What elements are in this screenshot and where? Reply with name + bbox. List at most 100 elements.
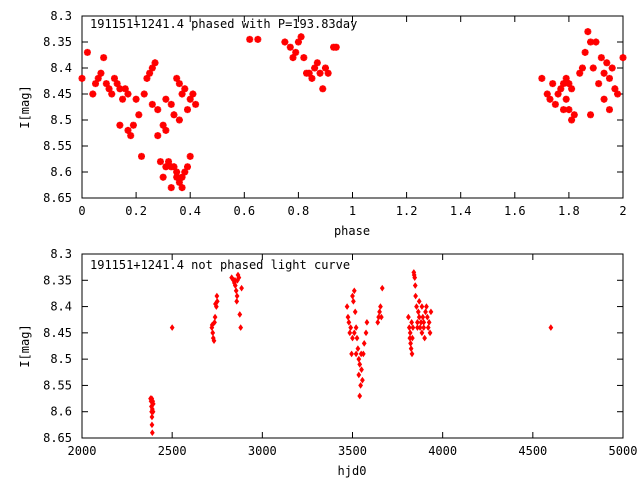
data-point <box>186 95 194 103</box>
data-point <box>568 85 576 93</box>
data-point <box>150 408 156 416</box>
data-point <box>178 90 186 98</box>
x-tick-label: 4000 <box>428 444 457 458</box>
y-tick-label: 8.65 <box>43 191 72 205</box>
data-point <box>600 69 608 77</box>
data-point <box>344 303 350 310</box>
data-point <box>292 48 300 56</box>
data-point <box>551 100 559 108</box>
data-point <box>416 297 422 305</box>
data-point <box>559 106 567 114</box>
x-tick-label: 3000 <box>248 444 277 458</box>
data-point <box>175 80 183 88</box>
data-point <box>138 152 146 160</box>
y-tick-label: 8.65 <box>43 431 72 445</box>
data-point <box>214 297 220 305</box>
data-point <box>427 329 433 337</box>
x-tick-label: 2500 <box>158 444 187 458</box>
data-point <box>619 54 627 62</box>
data-point <box>358 382 363 389</box>
panel-title: 191151+1241.4 not phased light curve <box>90 258 350 272</box>
data-point <box>173 168 181 176</box>
data-point <box>97 69 105 77</box>
data-point <box>149 429 155 437</box>
data-point <box>357 361 363 368</box>
data-point <box>352 308 358 316</box>
data-point <box>319 85 327 93</box>
data-point <box>350 292 355 300</box>
data-point <box>548 324 554 331</box>
data-point <box>232 276 238 284</box>
data-point <box>345 313 351 321</box>
data-point <box>149 421 155 429</box>
data-point <box>127 132 135 140</box>
data-point <box>238 324 244 331</box>
data-point <box>178 173 186 181</box>
data-point <box>233 287 239 295</box>
data-point <box>311 64 319 72</box>
data-point <box>154 106 162 114</box>
data-point <box>557 85 565 93</box>
data-point <box>143 74 151 82</box>
y-tick-label: 8.6 <box>50 165 72 179</box>
x-tick-label: 0.2 <box>125 204 147 218</box>
data-point <box>425 324 431 331</box>
data-point <box>151 59 159 67</box>
y-tick-label: 8.55 <box>43 378 72 392</box>
data-point <box>289 54 297 62</box>
data-point <box>183 163 191 171</box>
data-point <box>407 329 413 337</box>
data-point <box>192 100 200 108</box>
data-point <box>360 376 365 384</box>
data-point <box>549 80 557 88</box>
data-point <box>353 324 359 331</box>
data-point <box>421 319 427 326</box>
data-point <box>357 392 363 400</box>
data-point <box>347 329 353 337</box>
data-point <box>589 64 597 72</box>
data-point <box>105 85 113 93</box>
data-point <box>378 313 384 321</box>
data-point <box>100 54 108 62</box>
data-point <box>132 95 140 103</box>
x-tick-label: 0.4 <box>179 204 201 218</box>
data-point <box>422 334 428 342</box>
data-point <box>324 69 332 77</box>
y-tick-label: 8.45 <box>43 87 72 101</box>
data-point <box>578 64 586 72</box>
data-point <box>568 116 576 124</box>
y-tick-label: 8.35 <box>43 35 72 49</box>
data-point <box>183 106 191 114</box>
data-point <box>423 308 428 316</box>
data-point <box>167 100 175 108</box>
data-point <box>116 85 124 93</box>
data-point <box>420 313 426 321</box>
data-point <box>412 282 418 289</box>
data-point <box>234 297 240 305</box>
x-tick-label: 3500 <box>338 444 367 458</box>
data-point-group <box>148 269 554 437</box>
data-point <box>175 116 183 124</box>
data-point <box>415 324 420 331</box>
plot-frame <box>81 15 624 199</box>
y-tick-label: 8.5 <box>50 113 72 127</box>
data-point <box>181 85 189 93</box>
data-point <box>146 69 154 77</box>
data-point <box>359 366 364 373</box>
x-tick-label: 1.2 <box>396 204 418 218</box>
data-point <box>559 80 567 88</box>
data-point <box>554 90 562 98</box>
data-point <box>124 90 132 98</box>
phased-light-curve-panel: 191151+1241.4 phased with P=193.83day ph… <box>18 9 627 238</box>
data-point <box>348 324 354 331</box>
y-tick-label: 8.3 <box>50 9 72 23</box>
data-point <box>358 350 364 358</box>
data-point <box>416 313 422 321</box>
data-point <box>129 121 137 129</box>
data-point <box>89 90 97 98</box>
data-point <box>162 163 170 171</box>
y-tick-label: 8.6 <box>50 405 72 419</box>
data-point <box>213 303 219 310</box>
data-point <box>428 308 434 316</box>
